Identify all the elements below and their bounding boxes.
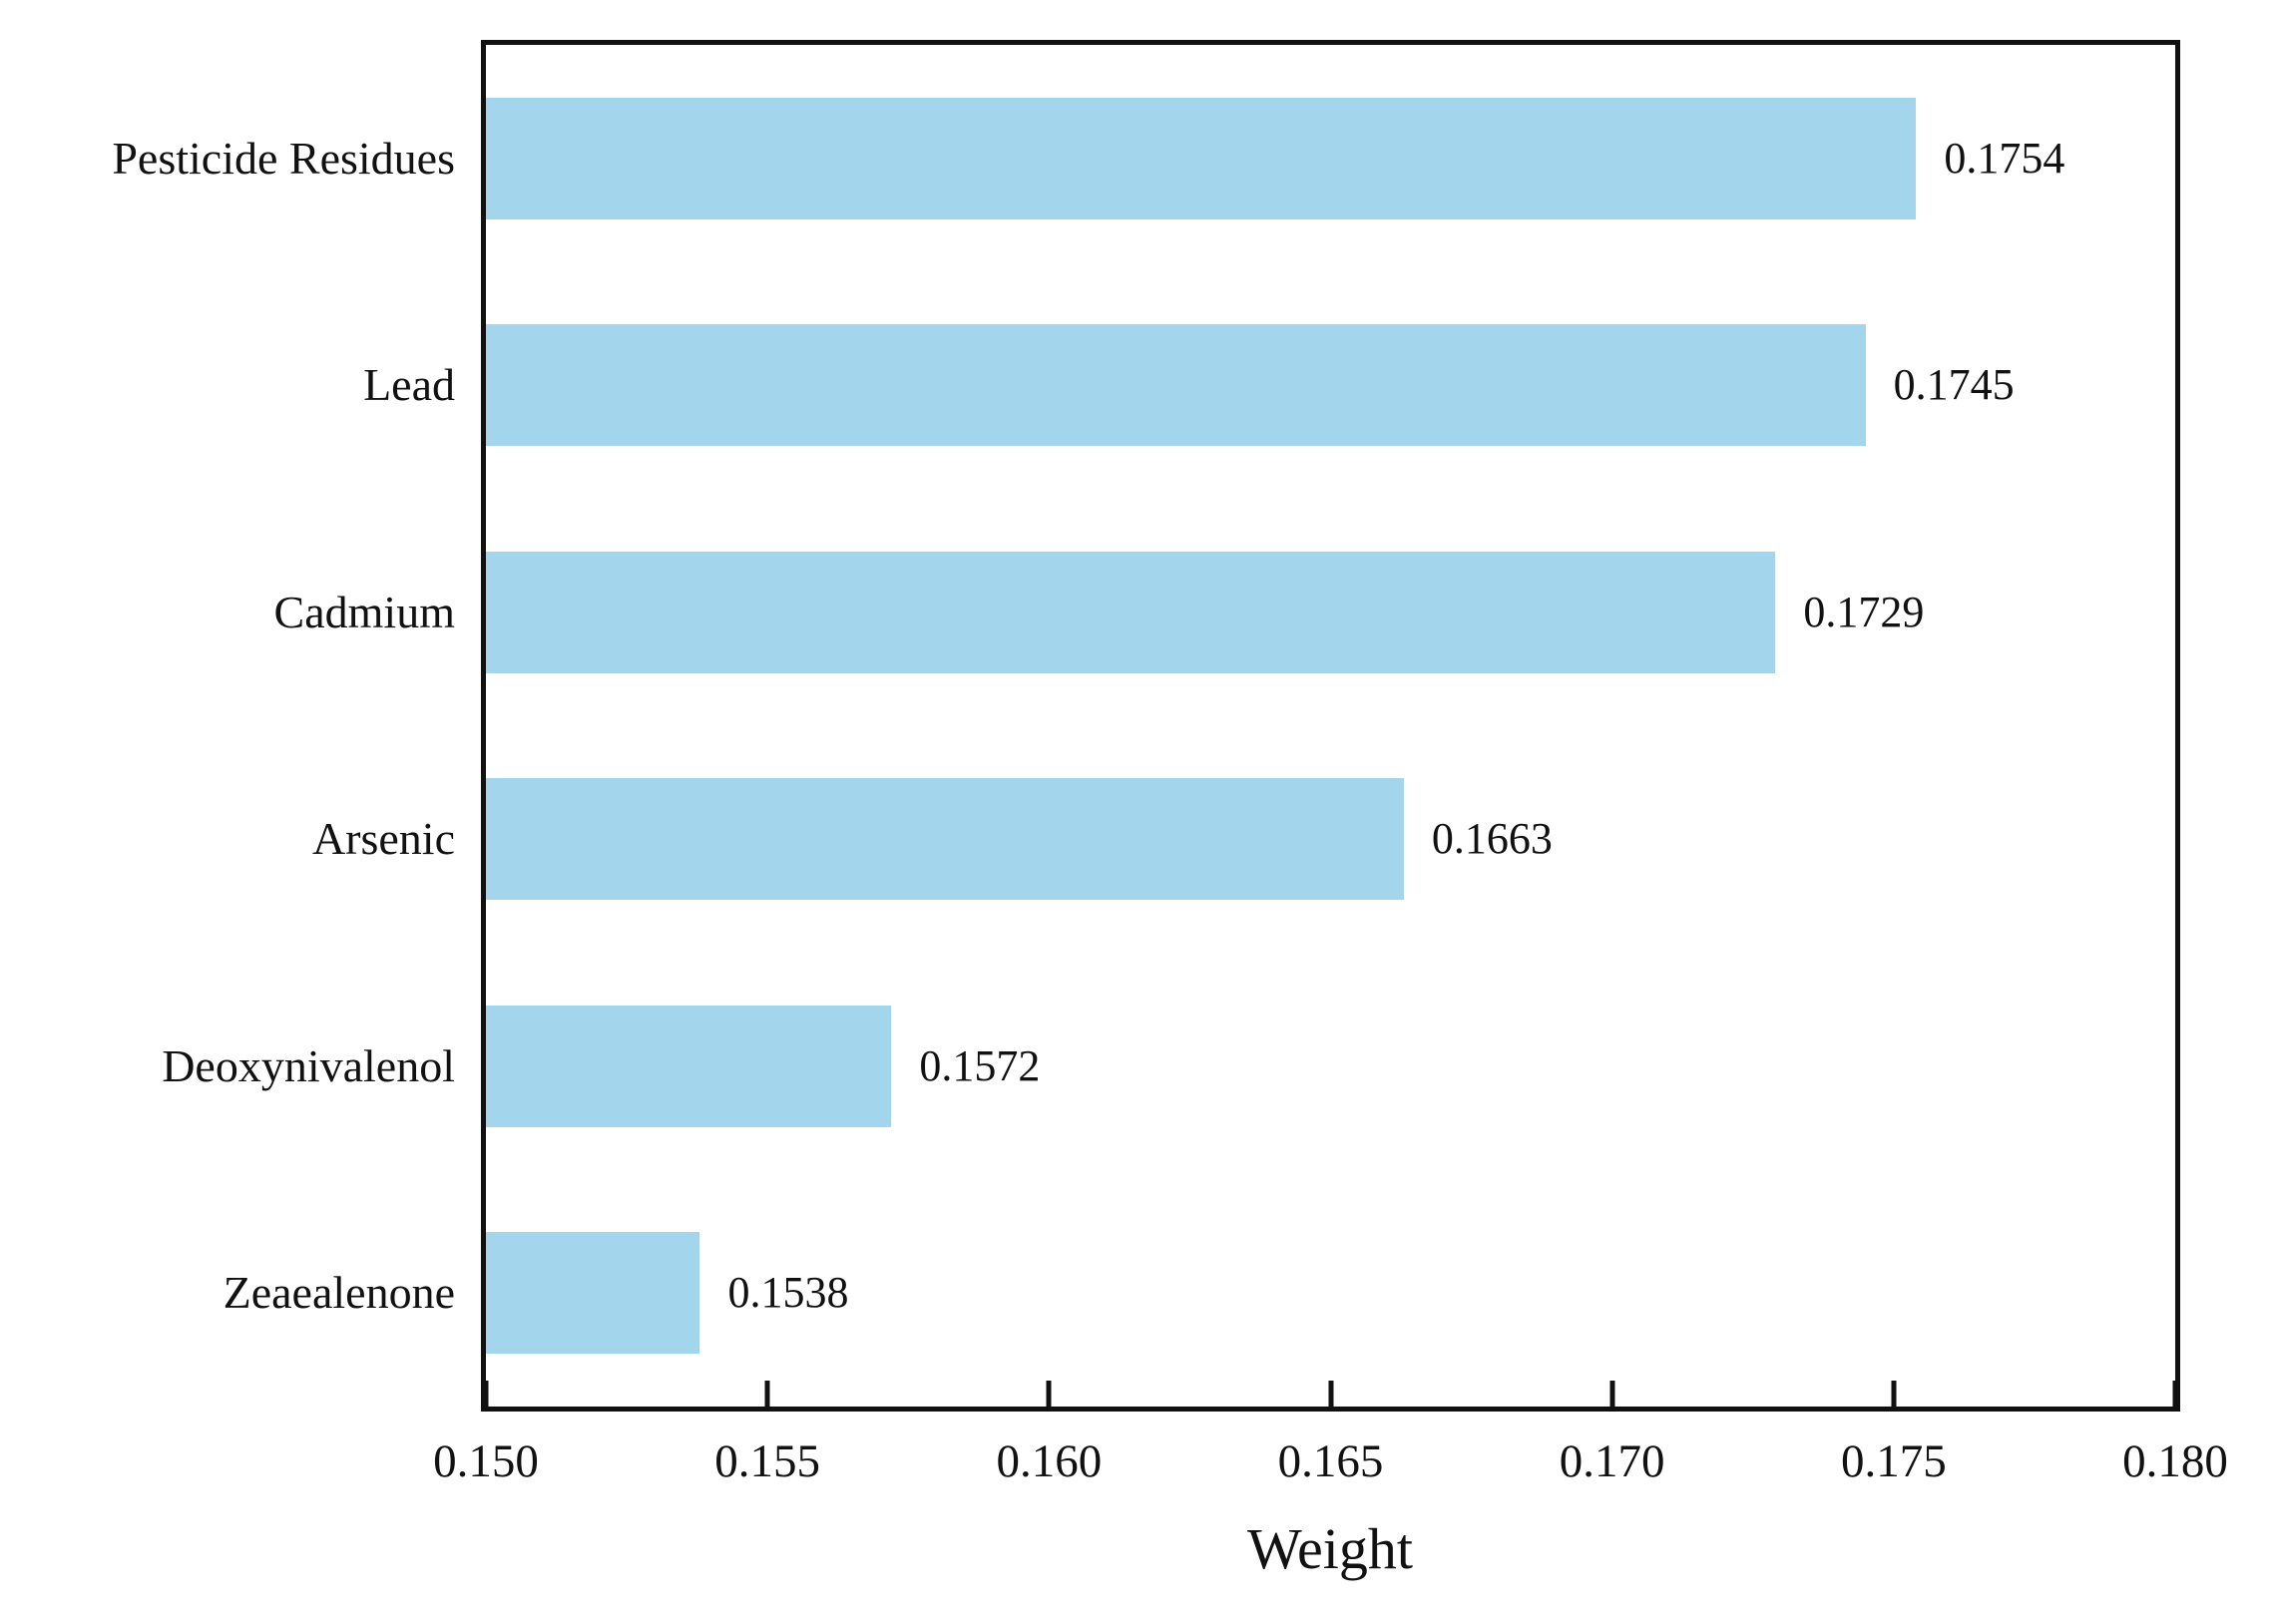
x-axis-tick — [1046, 1381, 1052, 1407]
category-label: Arsenic — [311, 813, 455, 865]
x-axis-tick — [483, 1381, 489, 1407]
x-axis-tick — [1328, 1381, 1333, 1407]
bar-value-label: 0.1538 — [727, 1268, 849, 1318]
bar — [486, 1232, 700, 1355]
category-label: Pesticide Residues — [112, 132, 455, 184]
bar-value-label: 0.1745 — [1893, 360, 2015, 410]
bar-value-label: 0.1663 — [1431, 814, 1553, 864]
bar-value-label: 0.1754 — [1944, 133, 2065, 183]
bar — [486, 778, 1404, 901]
bar-value-label: 0.1729 — [1803, 587, 1925, 636]
x-axis-tick-label: 0.170 — [1559, 1435, 1665, 1487]
category-label: Cadmium — [273, 586, 455, 637]
x-axis-tick-label: 0.155 — [714, 1435, 821, 1487]
x-axis-tick-label: 0.150 — [433, 1435, 539, 1487]
bar — [486, 551, 1776, 673]
plot-area: 0.1754 0.1745 0.1729 0.1663 0.1572 0.1538 — [481, 40, 2180, 1412]
category-label: Lead — [363, 359, 455, 411]
x-axis-tick — [764, 1381, 770, 1407]
x-axis-tick-label: 0.175 — [1840, 1435, 1947, 1487]
x-axis-tick-label: 0.165 — [1277, 1435, 1384, 1487]
x-axis-tick — [1891, 1381, 1897, 1407]
x-axis-tick-label: 0.180 — [2122, 1435, 2228, 1487]
bar — [486, 97, 1917, 219]
bar — [486, 1005, 892, 1127]
x-axis-tick — [2172, 1381, 2178, 1407]
category-label: Deoxynivalenol — [162, 1039, 455, 1091]
x-axis-tick-label: 0.160 — [996, 1435, 1103, 1487]
x-axis-title: Weight — [1246, 1516, 1414, 1581]
bar-value-label: 0.1572 — [919, 1040, 1041, 1090]
bar — [486, 324, 1866, 447]
category-label: Zeaealenone — [223, 1267, 455, 1319]
x-axis-tick — [1609, 1381, 1615, 1407]
